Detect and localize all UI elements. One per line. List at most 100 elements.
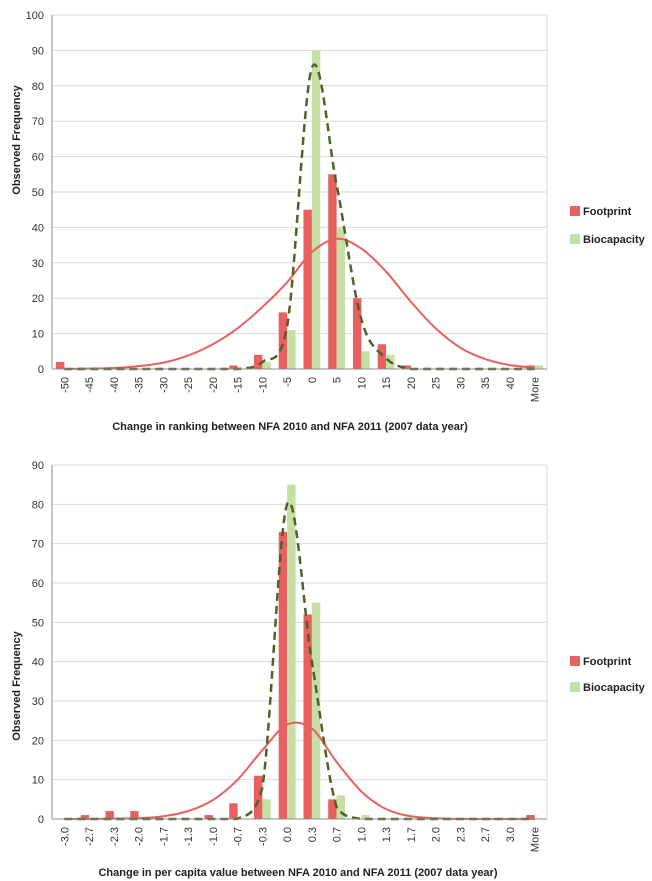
bar-footprint: [526, 815, 535, 819]
x-tick-label: 25: [431, 377, 443, 389]
x-tick-label: 40: [505, 377, 517, 389]
y-tick-label: 70: [32, 116, 44, 128]
legend-label-footprint: Footprint: [583, 206, 632, 218]
x-tick-label: 2.3: [455, 827, 467, 842]
x-axis-title: Change in per capita value between NFA 2…: [98, 867, 497, 879]
bar-biocapacity: [287, 484, 296, 819]
x-tick-label: -2.3: [109, 827, 121, 846]
bar-footprint: [80, 815, 90, 819]
y-tick-label: 0: [38, 814, 44, 826]
y-tick-label: 70: [32, 539, 44, 551]
x-tick-label: -0.7: [233, 827, 245, 846]
bar-biocapacity: [336, 227, 346, 369]
x-tick-label: -3.0: [59, 827, 71, 846]
y-tick-label: 80: [32, 499, 44, 511]
x-tick-label: -0.3: [257, 827, 269, 846]
per-capita-change-histogram: 0 10 20 30 40 50 60 70 80 90 -3.0 -2.7 -2.3 -2.0 -1.7 -…: [0, 448, 652, 881]
y-tick-label: 10: [32, 329, 44, 341]
x-tick-label: 5: [332, 377, 344, 383]
bar-biocapacity: [311, 50, 321, 370]
x-tick-label: 30: [455, 377, 467, 389]
y-tick-label: 80: [32, 81, 44, 93]
bar-footprint: [328, 799, 337, 819]
bar-footprint: [352, 298, 362, 369]
bar-biocapacity: [361, 351, 370, 369]
x-tick-label: More: [530, 827, 542, 852]
legend-label-footprint: Footprint: [583, 656, 632, 668]
x-tick-label: 15: [381, 377, 393, 389]
y-tick-label: 60: [32, 152, 44, 164]
x-tick-label: 1.7: [406, 827, 418, 842]
legend-swatch-footprint: [570, 656, 580, 666]
chart-legend: Footprint Biocapacity: [570, 206, 646, 246]
x-tick-label: -50: [59, 377, 71, 393]
y-tick-label: 50: [32, 617, 44, 629]
footprint-fit-curve: [64, 721, 535, 820]
bar-footprint: [229, 365, 238, 369]
chart-legend: Footprint Biocapacity: [570, 656, 646, 694]
y-tick-label: 0: [38, 364, 44, 376]
biocapacity-fit-curve: [64, 500, 535, 821]
x-tick-label: 2.7: [480, 827, 492, 842]
x-tick-label: -1.0: [208, 827, 220, 846]
x-tick-label: 1.3: [381, 827, 393, 842]
bar-biocapacity: [336, 795, 346, 819]
x-tick-label: 2.0: [431, 827, 443, 842]
legend-label-biocapacity: Biocapacity: [583, 234, 646, 246]
x-tick-label: -35: [134, 377, 146, 393]
x-tick-label: -2.0: [134, 827, 146, 846]
bar-footprint: [253, 354, 263, 369]
x-tick-label: -40: [109, 377, 121, 393]
x-tick-label: 0.3: [307, 827, 319, 842]
x-tick-label: 35: [480, 377, 492, 389]
bar-footprint: [229, 803, 238, 819]
per-capita-change-chart-svg: 0 10 20 30 40 50 60 70 80 90 -3.0 -2.7 -2.3 -2.0 -1.7 -…: [11, 460, 646, 879]
x-tick-label: -45: [84, 377, 96, 393]
x-tick-label: 3.0: [505, 827, 517, 842]
y-axis-title: Observed Frequency: [11, 630, 23, 740]
y-tick-label: 50: [32, 187, 44, 199]
x-axis-title: Change in ranking between NFA 2010 and N…: [112, 421, 468, 433]
bar-biocapacity: [534, 365, 544, 369]
x-tick-label: 10: [356, 377, 368, 389]
bar-footprint: [303, 614, 312, 819]
bar-footprint: [278, 312, 288, 369]
y-tick-label: 40: [32, 657, 44, 669]
legend-swatch-footprint: [570, 206, 580, 216]
x-tick-label: -10: [257, 377, 269, 393]
y-tick-label: 10: [32, 775, 44, 787]
y-tick-label: 40: [32, 222, 44, 234]
x-tick-label: -5: [282, 377, 294, 387]
biocapacity-fit-curve: [64, 63, 535, 371]
x-tick-label: -1.3: [183, 827, 195, 846]
bar-biocapacity: [262, 361, 271, 369]
legend-swatch-biocapacity: [570, 234, 580, 244]
legend-swatch-biocapacity: [570, 682, 580, 692]
x-tick-label: -25: [183, 377, 195, 393]
x-tick-label: -2.7: [84, 827, 96, 846]
x-tick-label: More: [530, 377, 542, 402]
legend-label-biocapacity: Biocapacity: [583, 682, 646, 694]
bar-footprint: [303, 209, 312, 369]
y-tick-label: 90: [32, 460, 44, 472]
y-tick-label: 20: [32, 293, 44, 305]
x-tick-label: -15: [233, 377, 245, 393]
x-tick-label: -1.7: [158, 827, 170, 846]
x-tick-label: -20: [208, 377, 220, 393]
footprint-fit-curve: [64, 237, 535, 370]
bar-footprint: [253, 775, 263, 819]
bar-footprint: [105, 811, 114, 819]
x-tick-label: 0.0: [282, 827, 294, 842]
y-tick-label: 60: [32, 578, 44, 590]
x-tick-label: -30: [158, 377, 170, 393]
x-tick-label: 0: [307, 377, 319, 383]
bar-footprint: [377, 344, 387, 369]
bar-footprint: [55, 361, 65, 369]
y-axis-title: Observed Frequency: [11, 84, 23, 194]
bar-footprint: [130, 811, 139, 819]
bar-biocapacity: [311, 602, 321, 819]
bar-footprint: [328, 174, 337, 369]
x-tick-label: 0.7: [332, 827, 344, 842]
x-tick-label: 20: [406, 377, 418, 389]
